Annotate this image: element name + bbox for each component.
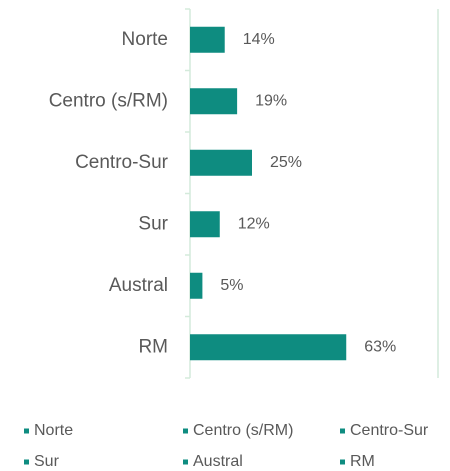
legend-marker <box>340 459 345 465</box>
legend-marker <box>183 459 188 465</box>
legend-marker <box>183 428 188 434</box>
data-label: 14% <box>243 31 275 48</box>
legend-label: Sur <box>34 453 60 470</box>
y-tick-label: Austral <box>109 275 168 296</box>
data-label: 25% <box>270 154 302 171</box>
y-tick-label: RM <box>138 336 168 357</box>
data-label: 19% <box>255 92 287 109</box>
legend-label: Austral <box>193 453 243 470</box>
legend-marker <box>24 459 29 465</box>
bar <box>190 88 238 115</box>
y-tick-label: Sur <box>138 213 168 234</box>
legend-label: Norte <box>34 422 73 439</box>
bar <box>190 211 220 238</box>
bar <box>190 272 203 299</box>
legend-label: RM <box>350 453 375 470</box>
y-tick-label: Centro (s/RM) <box>49 90 168 111</box>
legend-label: Centro (s/RM) <box>193 422 293 439</box>
legend-marker <box>24 428 29 434</box>
y-tick-label: Norte <box>122 29 168 50</box>
data-label: 63% <box>364 338 396 355</box>
legend-label: Centro-Sur <box>350 422 429 439</box>
y-tick-label: Centro-Sur <box>75 152 169 173</box>
bar <box>190 26 225 53</box>
legend-marker <box>340 428 345 434</box>
data-label: 5% <box>220 277 243 294</box>
bar <box>190 149 252 176</box>
data-label: 12% <box>238 215 270 232</box>
bar <box>190 334 347 361</box>
